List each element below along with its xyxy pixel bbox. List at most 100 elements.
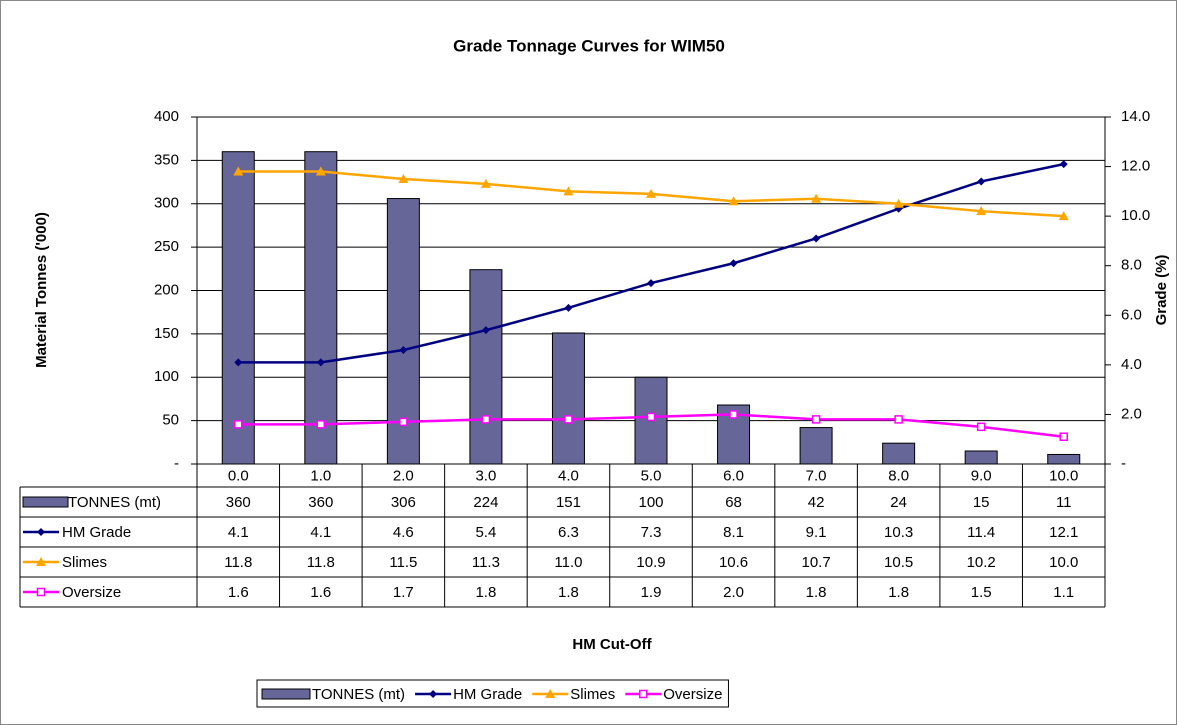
point [976, 422, 986, 432]
point [399, 345, 408, 354]
table-cell: 8.1 [723, 524, 744, 541]
point [729, 259, 738, 268]
legend-key-marker [36, 587, 46, 597]
legend-key-marker [639, 689, 648, 699]
table-cell: 68 [725, 494, 742, 511]
table-cell: 2.0 [723, 584, 744, 601]
table-cell: 10.2 [967, 554, 996, 571]
table-cell: 10.5 [884, 554, 913, 571]
table-cell: 11.5 [389, 554, 417, 571]
legend-label: Oversize [663, 686, 722, 703]
table-cell: 12.1 [1049, 524, 1078, 541]
point [234, 358, 243, 367]
point [729, 410, 738, 419]
y-tick-label: 350 [154, 151, 179, 168]
point [977, 177, 986, 186]
point [481, 415, 491, 424]
x-tick-label: 5.0 [641, 467, 662, 484]
legend-key-marker [429, 690, 438, 698]
table-cell: 11 [1056, 494, 1072, 511]
table-cell: 6.3 [558, 524, 579, 541]
y2-tick-label: 8.0 [1121, 257, 1142, 274]
legend-label: HM Grade [453, 686, 522, 703]
y-tick-label: 50 [162, 412, 179, 429]
y-tick-label: 300 [154, 195, 179, 212]
x-tick-label: 0.0 [228, 467, 249, 484]
bar [304, 151, 338, 465]
table-cell: 100 [638, 494, 663, 511]
y2-tick-label: 2.0 [1121, 405, 1142, 422]
table-cell: 10.7 [801, 554, 830, 571]
bar [221, 151, 255, 465]
table-cell: 1.7 [393, 584, 414, 601]
table-cell: 10.3 [884, 524, 913, 541]
table-cell: 9.1 [806, 524, 827, 541]
point [563, 186, 574, 196]
table-row-label: HM Grade [62, 524, 131, 541]
point [811, 415, 821, 424]
legend-label: Slimes [570, 686, 615, 703]
legend-key-marker [36, 557, 46, 566]
x-tick-label: 8.0 [888, 467, 909, 484]
point [647, 279, 655, 288]
table-row-label: TONNES (mt) [68, 494, 161, 511]
y-tick-label: 100 [154, 368, 179, 385]
x-tick-label: 2.0 [393, 467, 414, 484]
point [1058, 211, 1069, 221]
point [399, 417, 408, 427]
y-tick-label: - [174, 455, 179, 472]
table-cell: 42 [808, 494, 825, 511]
point [398, 173, 409, 183]
table-row-label: Slimes [62, 554, 107, 571]
point [315, 166, 326, 176]
table-cell: 1.9 [641, 584, 662, 601]
y-tick-label: 400 [154, 108, 179, 125]
table-cell: 11.8 [307, 554, 335, 571]
point [894, 415, 903, 424]
point [893, 198, 904, 208]
y2-tick-label: 6.0 [1121, 306, 1142, 323]
legend-key-marker [545, 689, 556, 698]
table-cell: 1.8 [475, 584, 496, 601]
bar [1047, 453, 1081, 465]
table-cell: 10.0 [1049, 554, 1078, 571]
point [812, 234, 821, 243]
table-cell: 15 [973, 494, 990, 511]
table-row-label: Oversize [62, 584, 121, 601]
point [811, 193, 822, 203]
point [480, 178, 491, 188]
point [1059, 432, 1068, 441]
table-cell: 360 [226, 494, 251, 511]
y2-tick-label: - [1121, 455, 1126, 472]
table-cell: 11.3 [472, 554, 500, 571]
x-tick-label: 1.0 [310, 467, 331, 484]
table-cell: 10.9 [636, 554, 665, 571]
point [316, 358, 325, 367]
bar [882, 442, 916, 465]
y2-axis-title: Grade (%) [1153, 255, 1170, 326]
table-cell: 11.8 [224, 554, 252, 571]
table-cell: 10.6 [719, 554, 748, 571]
table-cell: 11.0 [554, 554, 582, 571]
point [1059, 160, 1068, 169]
table-cell: 24 [890, 494, 907, 511]
x-tick-label: 3.0 [475, 467, 496, 484]
table-cell: 306 [391, 494, 416, 511]
y2-tick-label: 12.0 [1121, 158, 1150, 175]
bar [551, 332, 585, 465]
legend-key [261, 688, 311, 700]
table-cell: 7.3 [641, 524, 662, 541]
point [233, 166, 244, 176]
x-tick-label: 10.0 [1049, 467, 1078, 484]
chart-title: Grade Tonnage Curves for WIM50 [453, 36, 725, 55]
bar [469, 269, 503, 465]
x-axis-title: HM Cut-Off [572, 636, 652, 653]
x-tick-label: 7.0 [806, 467, 827, 484]
table-cell: 1.1 [1053, 584, 1074, 601]
point [481, 326, 490, 335]
legend-label: TONNES (mt) [312, 686, 405, 703]
point [976, 206, 987, 216]
point [728, 196, 739, 206]
legend-key-marker [37, 528, 45, 536]
table-cell: 1.5 [971, 584, 992, 601]
